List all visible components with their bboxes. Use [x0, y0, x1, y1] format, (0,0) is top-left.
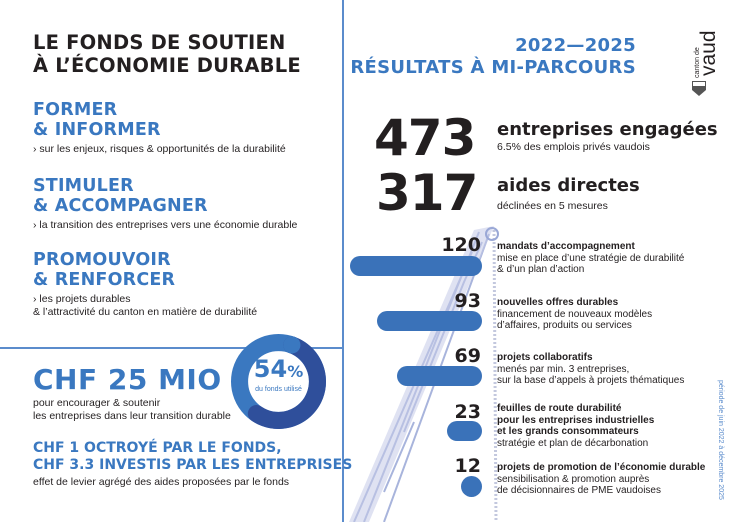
mission-heading: & INFORMER [33, 120, 161, 140]
mission-promouvoir: PROMOUVOIR & RENFORCER › les projets dur… [33, 250, 257, 318]
bar-value: 69 [454, 345, 481, 367]
stat-value: 317 [376, 164, 478, 222]
mission-heading: & RENFORCER [33, 270, 176, 290]
bar-text: projets collaboratifs menés par min. 3 en… [497, 352, 685, 386]
results-heading: RÉSULTATS À MI-PARCOURS [350, 57, 636, 78]
fund-desc: pour encourager & soutenir les entrepris… [33, 397, 231, 422]
stat-label: aides directes [497, 175, 640, 196]
bar-text: nouvelles offres durables financement de … [497, 297, 653, 331]
leverage-line1: CHF 1 OCTROYÉ PAR LE FONDS, [33, 440, 282, 456]
main-title-line1: LE FONDS DE SOUTIEN [33, 31, 286, 54]
period-note: période de juin 2022 à décembre 2025 [717, 380, 724, 500]
mission-heading: PROMOUVOIR [33, 250, 171, 270]
bar-value: 23 [454, 401, 481, 423]
main-title: LE FONDS DE SOUTIEN À L’ÉCONOMIE DURABLE [33, 31, 301, 77]
horizontal-divider [0, 347, 343, 349]
bar-value: 120 [441, 234, 481, 256]
period-title: 2022—2025 [515, 35, 636, 56]
donut-label: du fonds utilisé [255, 386, 302, 393]
mission-former: FORMER & INFORMER › sur les enjeux, risq… [33, 100, 286, 156]
main-title-line2: À L’ÉCONOMIE DURABLE [33, 54, 301, 77]
mission-desc: › les projets durables & l’attractivité … [33, 293, 258, 318]
bar [350, 256, 482, 276]
stat-label: entreprises engagées [497, 119, 718, 140]
mission-heading: STIMULER [33, 176, 134, 196]
mission-heading: & ACCOMPAGNER [33, 196, 208, 216]
bar-value: 93 [454, 290, 481, 312]
leverage-line2: CHF 3.3 INVESTIS PAR LES ENTREPRISES [33, 457, 353, 473]
donut-percent: 54% [253, 355, 304, 383]
svg-text:vaud: vaud [697, 30, 718, 76]
fund-usage-donut [231, 334, 326, 429]
mission-heading: FORMER [33, 100, 118, 120]
bar-text: projets de promotion de l’économie durab… [497, 462, 706, 496]
stat-sub: 6.5% des emplois privés vaudois [497, 141, 650, 153]
svg-text:canton de: canton de [694, 47, 701, 78]
results-title: 2022—2025 RÉSULTATS À MI-PARCOURS [350, 35, 636, 79]
stat-value: 473 [374, 109, 476, 167]
canton-vaud-logo: canton de vaud [688, 28, 720, 96]
bar [447, 421, 482, 441]
vertical-divider [342, 0, 344, 522]
mission-desc: › sur les enjeux, risques & opportunités… [33, 143, 286, 155]
bar-value: 12 [454, 455, 481, 477]
bar-text: mandats d’accompagnement mise en place d’… [497, 241, 685, 275]
stat-sub: déclinées en 5 mesures [497, 200, 608, 212]
fund-amount: CHF 25 MIO [33, 363, 222, 396]
bar [461, 476, 482, 497]
mission-stimuler: STIMULER & ACCOMPAGNER › la transition d… [33, 176, 297, 232]
bar [377, 311, 482, 331]
vaud-logo-icon: canton de vaud [692, 30, 720, 96]
leverage-heading: CHF 1 OCTROYÉ PAR LE FONDS, CHF 3.3 INVE… [33, 440, 352, 474]
bar-text: feuilles de route durabilité pour les en… [497, 403, 655, 449]
mission-desc: › la transition des entreprises vers une… [33, 219, 298, 231]
leverage-desc: effet de levier agrégé des aides proposé… [33, 476, 290, 488]
bar [397, 366, 482, 386]
donut-center: 54% du fonds utilisé [231, 356, 326, 393]
